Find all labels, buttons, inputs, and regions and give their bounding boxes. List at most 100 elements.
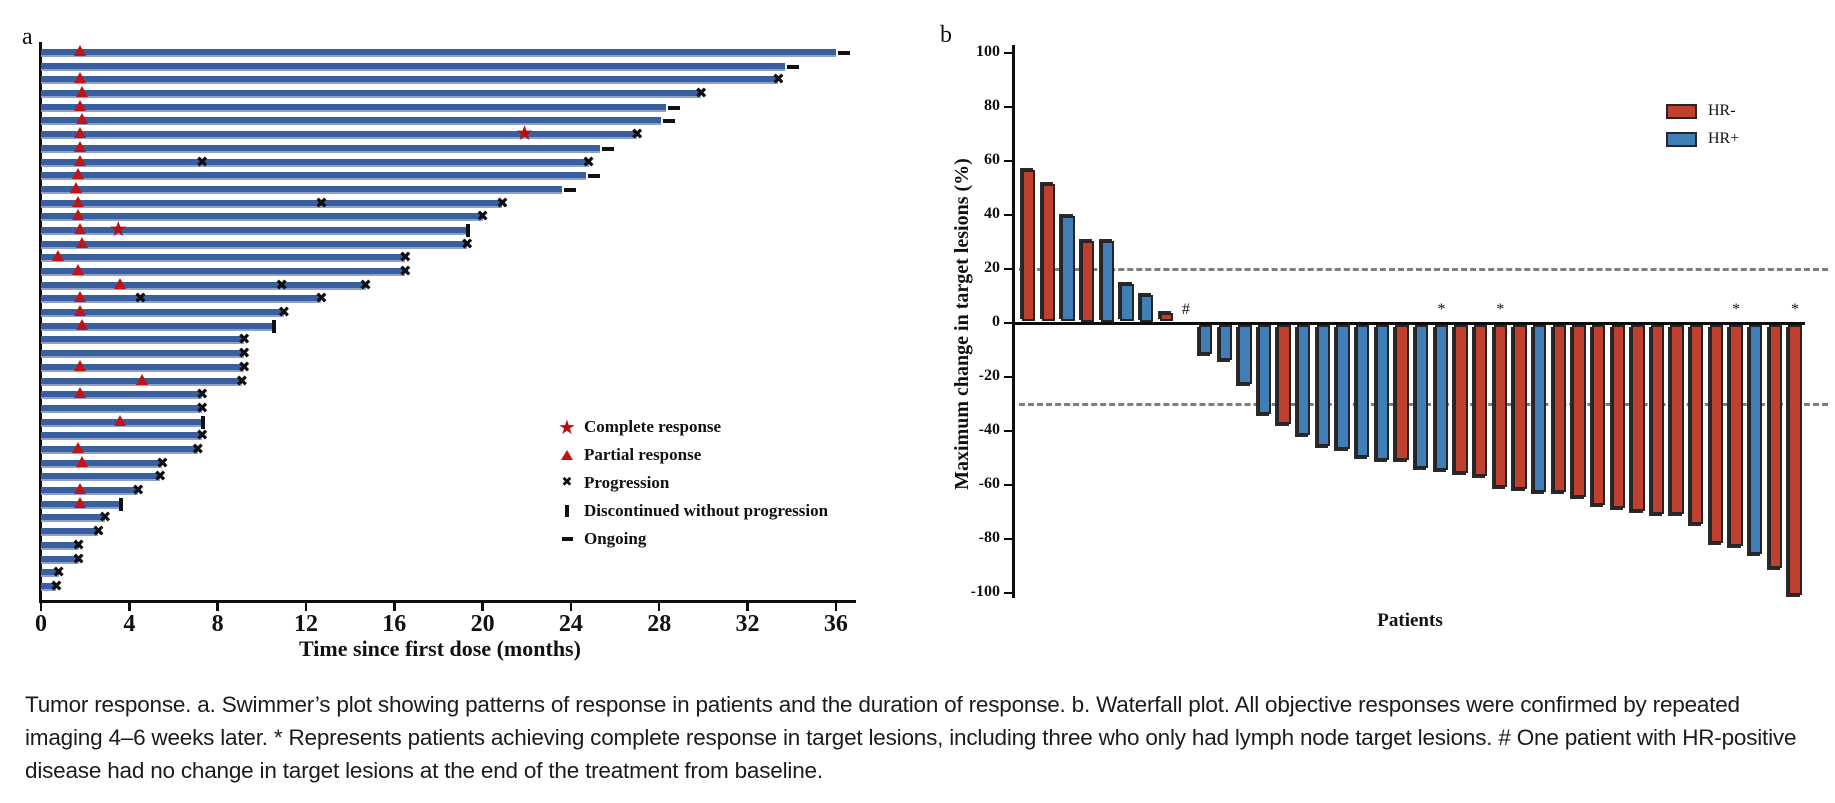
waterfall-bar: [1159, 313, 1173, 322]
complete-response-star-icon: ★: [558, 415, 576, 439]
complete-response-marker: ★: [108, 216, 128, 241]
swimmer-bar: [41, 144, 600, 153]
partial-response-marker: [74, 291, 87, 303]
progression-end-marker: ✖: [582, 152, 595, 171]
y-axis-tick-label: 80: [984, 97, 1000, 114]
swimmer-bar: [41, 309, 284, 318]
waterfall-bar: [1709, 324, 1724, 544]
swimmer-bar: [41, 76, 779, 85]
partial-response-marker: [76, 318, 89, 330]
legend-label: Progression: [584, 473, 670, 492]
waterfall-bar: [1670, 324, 1684, 514]
swimmer-legend: ★ Complete response Partial response ✖ P…: [550, 413, 828, 553]
x-axis-tick: [746, 603, 749, 611]
swimmer-bar: [41, 582, 57, 591]
waterfall-bar: [1375, 324, 1390, 460]
x-axis-tick-label: 8: [211, 611, 224, 637]
waterfall-bar: [1238, 324, 1252, 384]
progression-end-marker: ✖: [399, 248, 412, 267]
x-axis-tick-label: 20: [470, 611, 495, 637]
hr-positive-swatch: [1666, 131, 1697, 147]
waterfall-bar: [1198, 324, 1213, 355]
swimmer-bar: [41, 117, 662, 126]
progression-x-icon: ✖: [561, 475, 573, 490]
progression-end-marker: ✖: [195, 426, 209, 445]
hr-negative-swatch: [1666, 103, 1697, 119]
reference-line: [1019, 267, 1828, 271]
x-axis-tick-label: 16: [382, 611, 407, 637]
y-axis-tick-label: 40: [984, 205, 1000, 222]
ongoing-marker: [787, 64, 800, 69]
waterfall-bar: [1513, 324, 1527, 490]
legend-item-hr-negative: HR-: [1666, 97, 1739, 125]
bar-annotation: *: [1496, 301, 1505, 318]
progression-end-marker: ✖: [72, 549, 85, 568]
y-axis-tick: [1004, 267, 1013, 271]
waterfall-bar: [1100, 240, 1114, 322]
legend-item-complete-response: ★ Complete response: [550, 413, 828, 441]
discontinued-marker: [119, 498, 124, 512]
waterfall-zero-line: [1015, 321, 1805, 325]
swimmer-bar: [41, 49, 836, 57]
progression-end-marker: ✖: [277, 303, 291, 322]
legend-item-discontinued: Discontinued without progression: [550, 497, 828, 525]
y-axis-tick: [1004, 483, 1013, 487]
progression-end-marker: ✖: [359, 275, 372, 294]
legend-item-ongoing: Ongoing: [550, 525, 828, 553]
waterfall-bar: [1395, 324, 1409, 460]
complete-response-marker: ★: [515, 121, 534, 146]
partial-response-marker: [74, 140, 87, 152]
partial-response-marker: [76, 236, 89, 248]
panel-a-label: a: [22, 24, 33, 50]
x-axis-tick-label: 24: [558, 611, 583, 637]
swimmer-bar: [41, 90, 702, 99]
legend-label: Discontinued without progression: [584, 501, 829, 520]
y-axis-tick: [1004, 591, 1013, 595]
waterfall-bar: [1022, 170, 1036, 322]
waterfall-bar: [1297, 324, 1311, 436]
swimmer-bar: [41, 473, 161, 482]
partial-response-marker: [74, 496, 87, 508]
swimmer-bar: [41, 295, 322, 304]
legend-label: HR+: [1708, 130, 1740, 147]
waterfall-bar: [1336, 324, 1350, 449]
y-axis-tick-label: 20: [984, 259, 1000, 276]
waterfall-bar: [1572, 324, 1586, 498]
waterfall-bar: [1080, 240, 1095, 322]
y-axis-tick: [1004, 159, 1013, 163]
x-axis-tick: [39, 603, 43, 611]
progression-marker: ✖: [315, 193, 328, 212]
partial-response-marker: [76, 86, 89, 98]
progression-end-marker: ✖: [237, 344, 251, 363]
swimmer-bar: [41, 131, 638, 140]
progression-end-marker: ✖: [92, 522, 105, 541]
waterfall-bar: [1415, 324, 1429, 468]
partial-response-marker: [74, 222, 87, 234]
x-axis-tick-label: 28: [647, 611, 672, 637]
panel-b-label: b: [940, 22, 952, 48]
swimmer-bar: [41, 62, 786, 71]
waterfall-bar: [1532, 324, 1547, 492]
x-axis-tick-label: 12: [293, 611, 318, 637]
waterfall-bar: [1139, 294, 1154, 322]
swimmer-bar: [41, 185, 563, 194]
partial-response-marker: [52, 250, 65, 262]
ongoing-marker: [564, 187, 577, 192]
y-axis-tick-label: -40: [978, 421, 1000, 438]
x-axis-tick-label: 0: [35, 611, 47, 637]
progression-end-marker: ✖: [195, 385, 209, 404]
progression-end-marker: ✖: [399, 262, 412, 281]
progression-end-marker: ✖: [52, 563, 65, 582]
y-axis-tick-label: -80: [978, 529, 1000, 546]
progression-end-marker: ✖: [237, 357, 251, 376]
y-axis-tick: [1004, 213, 1013, 217]
partial-response-marker: [72, 195, 85, 207]
partial-response-marker: [74, 483, 87, 495]
waterfall-bar: [1473, 324, 1488, 476]
ongoing-marker: [667, 105, 680, 110]
x-axis-tick: [657, 603, 661, 611]
waterfall-legend: HR- HR+: [1666, 97, 1739, 153]
waterfall-bar: [1493, 324, 1507, 487]
